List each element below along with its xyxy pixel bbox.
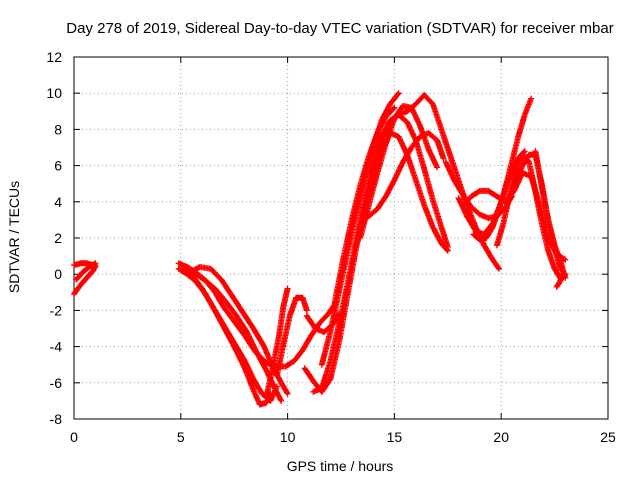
y-tick-label: 10 [46, 85, 62, 101]
series-9-points [263, 285, 291, 401]
y-tick-label: 4 [54, 194, 62, 210]
axes: 0 5 10 15 20 25 -8 -6 -4 -2 0 2 4 6 8 10 12 [46, 49, 616, 445]
series-25-points [532, 148, 569, 281]
y-tick-label: 6 [54, 158, 62, 174]
data-marks [71, 90, 569, 408]
series-17 [365, 130, 447, 220]
x-tick-label: 10 [280, 429, 296, 445]
x-tick-label: 25 [600, 429, 616, 445]
series-10 [273, 294, 310, 379]
grid [74, 57, 608, 419]
y-axis-label: SDTVAR / TECUs [6, 181, 22, 293]
series-8-points [182, 265, 285, 404]
series-8 [182, 265, 285, 404]
x-axis-label: GPS time / hours [287, 458, 394, 474]
series-18-points [370, 92, 503, 272]
y-tick-label: -8 [50, 411, 63, 427]
y-tick-label: 2 [54, 230, 62, 246]
series-9 [263, 285, 291, 401]
series-25 [532, 148, 569, 281]
series-15-points [331, 104, 398, 307]
y-tick-label: -6 [50, 375, 63, 391]
x-tick-label: 15 [387, 429, 403, 445]
series-3-points [73, 260, 99, 283]
x-tick-label: 0 [70, 429, 78, 445]
y-tick-label: -2 [50, 302, 63, 318]
y-tick-label: 12 [46, 49, 62, 65]
x-tick-label: 20 [493, 429, 509, 445]
series-18 [370, 92, 503, 272]
y-tick-label: -4 [50, 339, 63, 355]
series-6 [179, 262, 274, 408]
series-15 [331, 104, 398, 307]
series-26 [553, 271, 567, 290]
series-22 [470, 95, 535, 243]
chart-title: Day 278 of 2019, Sidereal Day-to-day VTE… [66, 20, 613, 37]
series-26-points [553, 271, 567, 290]
series-10-points [273, 294, 310, 379]
series-3 [73, 260, 99, 283]
x-tick-label: 5 [177, 429, 185, 445]
series-6-points [179, 262, 274, 408]
series-22-points [470, 95, 535, 243]
y-tick-label: 8 [54, 121, 62, 137]
series-17-points [365, 130, 447, 220]
y-tick-label: 0 [54, 266, 62, 282]
